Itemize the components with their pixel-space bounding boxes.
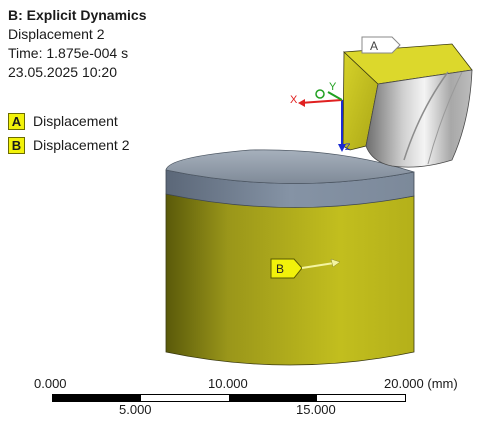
workpiece-top-face — [165, 149, 415, 184]
legend-label-a: Displacement — [33, 113, 118, 129]
legend-key-b: B — [8, 136, 25, 154]
analysis-title: B: Explicit Dynamics — [8, 7, 147, 23]
tool-flute-face — [365, 69, 473, 168]
workpiece-body[interactable] — [165, 149, 415, 366]
cutting-tool[interactable] — [342, 43, 473, 168]
legend: A Displacement B Displacement 2 — [8, 111, 130, 159]
legend-key-a: A — [8, 112, 25, 130]
triad-z-label: Z — [345, 142, 351, 152]
marker-a[interactable]: A — [361, 36, 401, 54]
scale-label-10: 10.000 — [208, 376, 248, 391]
marker-a-flag-icon — [361, 36, 401, 54]
triad-y-axis — [327, 91, 343, 101]
result-time: Time: 1.875e-004 s — [8, 45, 129, 61]
tool-flute-edge — [403, 71, 449, 161]
result-date: 23.05.2025 10:20 — [8, 64, 117, 80]
marker-b-label: B — [276, 262, 284, 276]
marker-a-label: A — [370, 39, 378, 53]
triad-x-arrow-icon — [298, 99, 305, 107]
scale-label-15: 15.000 — [296, 402, 336, 417]
triad-x-label: X — [290, 94, 298, 106]
marker-b[interactable]: B — [270, 258, 341, 279]
triad-z-arrow-icon — [338, 144, 346, 152]
scale-label-5: 5.000 — [119, 402, 152, 417]
workpiece-front-face — [165, 193, 415, 366]
triad-x-axis — [299, 99, 343, 104]
marker-b-flag-icon — [270, 258, 303, 279]
scale-segment-1 — [53, 395, 141, 401]
scale-label-20: 20.000 (mm) — [384, 376, 458, 391]
displacement-arrow-icon — [330, 258, 341, 268]
scale-label-0: 0.000 — [34, 376, 67, 391]
scale-bar — [52, 394, 406, 402]
coordinate-triad: X Y Z — [290, 81, 351, 152]
result-info: B: Explicit Dynamics Displacement 2 Time… — [8, 6, 147, 82]
legend-item-a[interactable]: A Displacement — [8, 111, 130, 131]
scale-segment-4 — [317, 395, 405, 401]
scale-segment-2 — [141, 395, 229, 401]
tool-flute-edge-2 — [427, 71, 463, 165]
triad-rotation-icon — [315, 89, 325, 99]
scale-segment-3 — [229, 395, 317, 401]
result-name: Displacement 2 — [8, 26, 105, 42]
triad-y-label: Y — [329, 81, 337, 93]
displacement-arrow-shaft — [301, 262, 335, 269]
legend-label-b: Displacement 2 — [33, 137, 130, 153]
legend-item-b[interactable]: B Displacement 2 — [8, 135, 130, 155]
